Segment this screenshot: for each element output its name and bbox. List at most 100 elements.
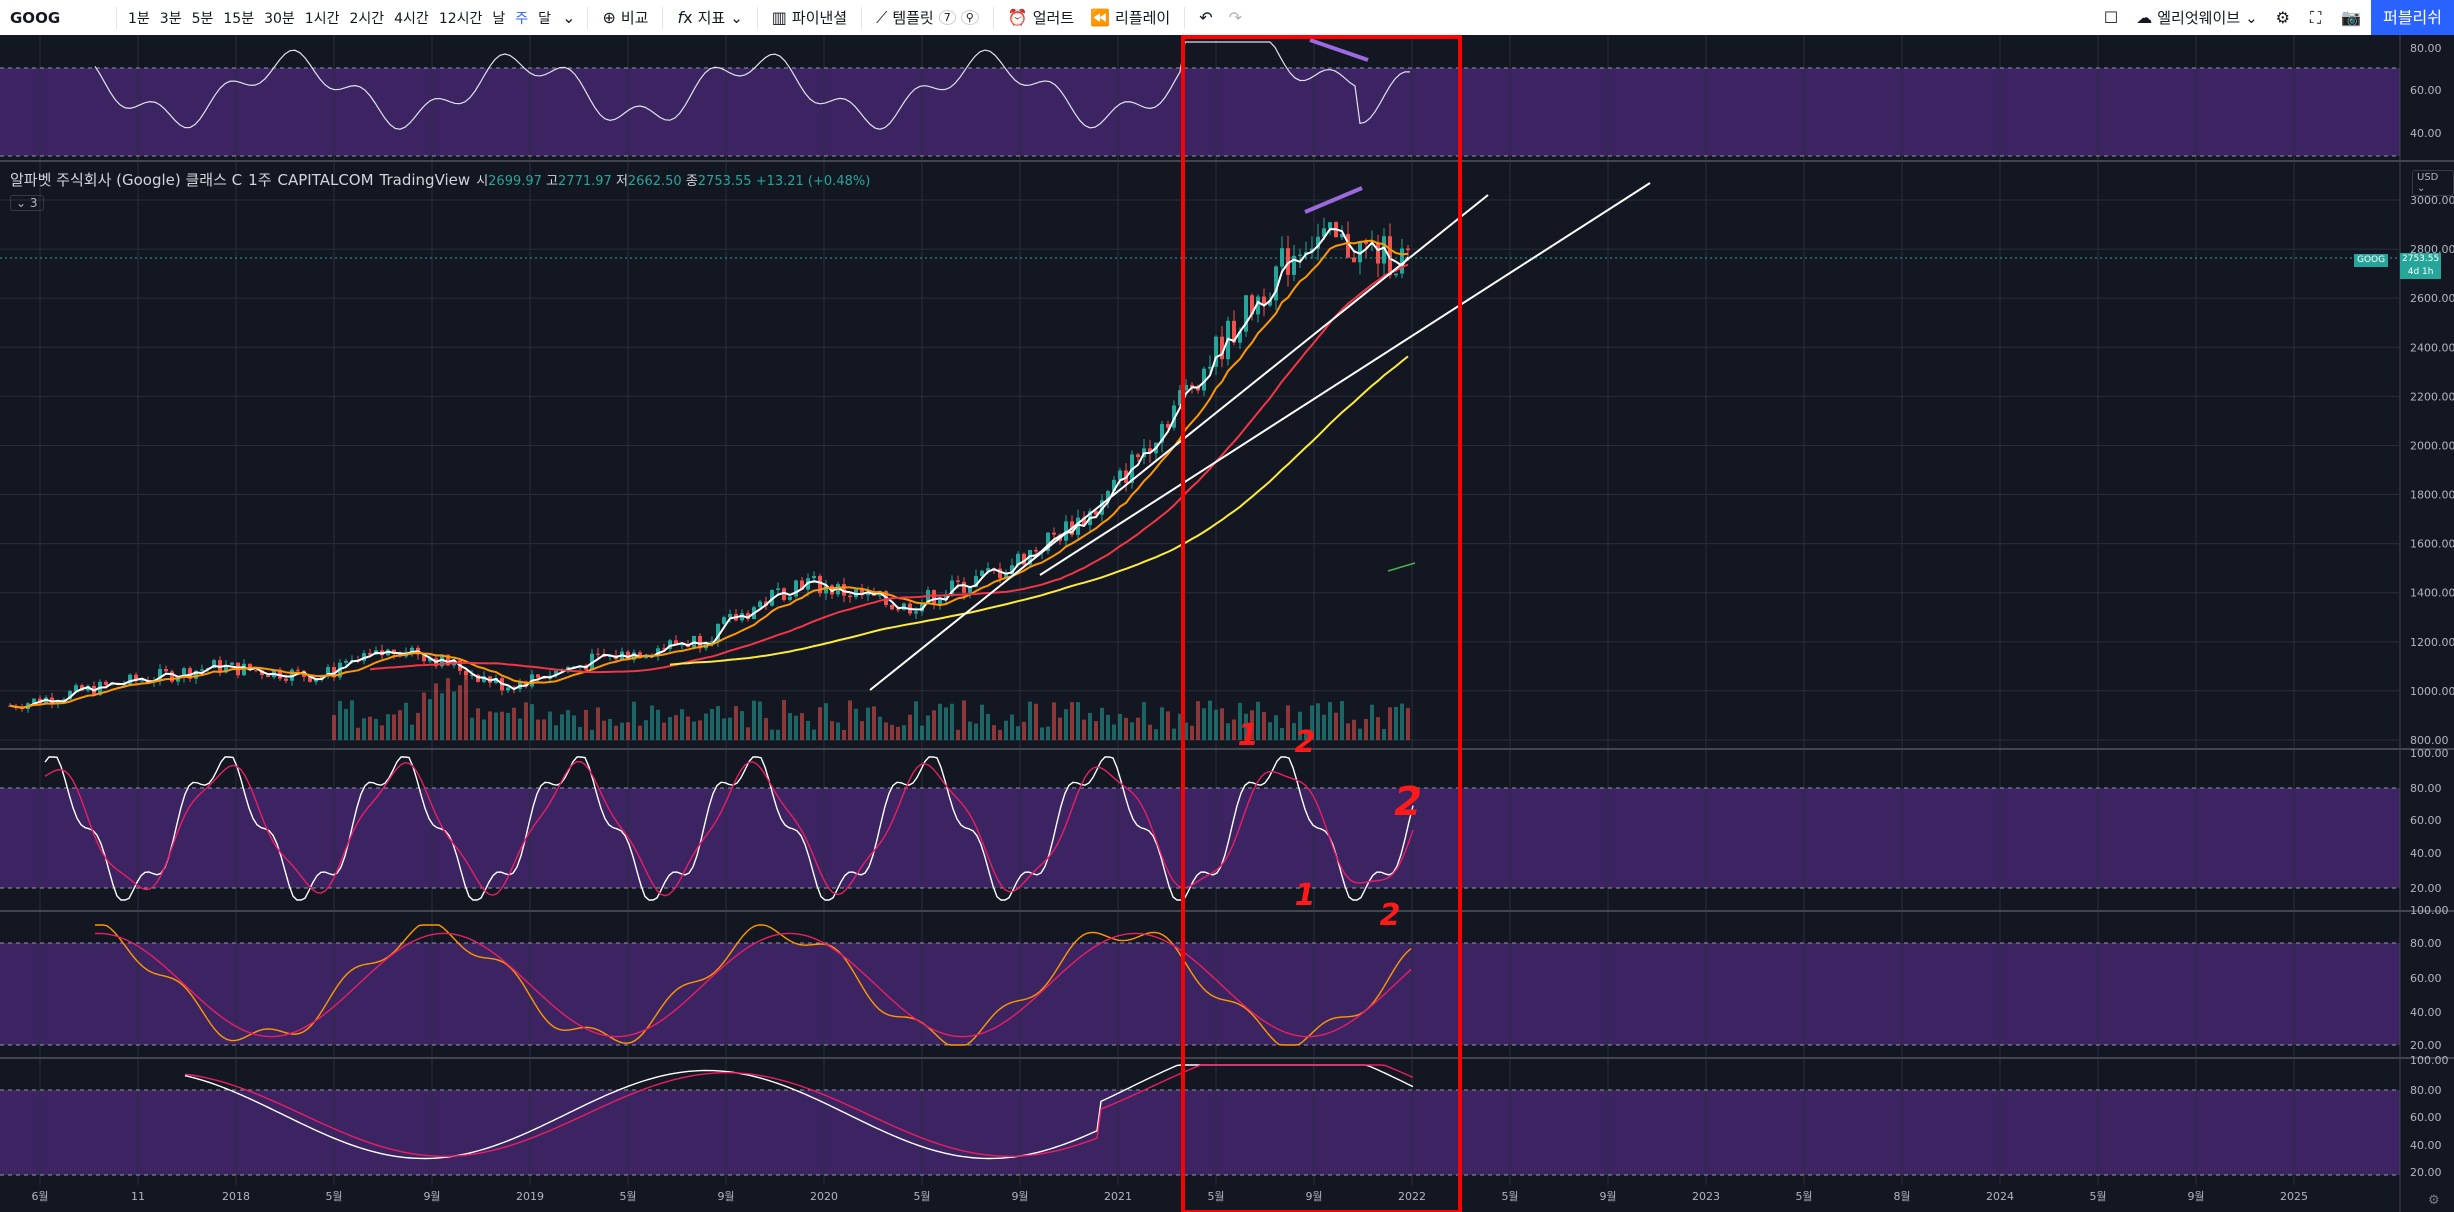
candle-body [446,654,450,666]
candle-body [1244,295,1248,332]
osc2-tick-2: 60.00 [2410,972,2442,985]
volume-bar [1346,723,1350,740]
interval-0[interactable]: 1분 [128,10,150,27]
candle-body [1286,248,1290,275]
volume-bar [878,716,882,740]
indicators-label: 지표 [697,9,726,27]
gear-icon[interactable]: ⚙ [2275,8,2290,27]
indicator-collapse-button[interactable]: ⌄ 3 [10,195,44,211]
volume-bar [1022,721,1026,740]
candle-body [392,649,396,654]
volume-bar [974,723,978,740]
financials-button[interactable]: ▥ 파이낸셜 [764,7,855,28]
price-tick-9: 1200.00 [2410,636,2454,649]
currency-select[interactable]: USD ⌄ [2412,170,2454,196]
candle-body [158,669,162,681]
chevron-down-icon[interactable]: ⌄ [562,8,576,27]
volume-bar [494,712,498,740]
volume-bar [1400,703,1404,740]
time-label-5: 2019 [516,1190,544,1203]
bar-chart-icon: ▥ [771,8,787,27]
price-tag-time: 4d 1h [2407,267,2434,277]
annotation-2: 2 [1394,779,1422,825]
candle-body [944,594,948,600]
volume-bar [1028,701,1032,740]
volume-bar [1244,713,1248,740]
volume-bar [794,715,798,740]
redo-icon[interactable]: ↷ [1228,8,1243,27]
interval-8[interactable]: 12시간 [438,10,483,27]
volume-bar [410,724,414,740]
interval-9[interactable]: 날 [492,10,506,27]
volume-bar [770,729,774,740]
interval-7[interactable]: 4시간 [394,10,429,27]
volume-bar [728,717,732,740]
candle-body [182,668,186,678]
toolbar-divider [756,6,758,29]
price-tick-11: 800.00 [2410,734,2449,747]
volume-bar [1322,714,1326,740]
cloud-icon: ☁ [2136,8,2153,27]
volume-bar [542,719,546,740]
candle-body [638,652,642,659]
interval-4[interactable]: 30분 [264,10,295,27]
low-label: 저 [615,174,628,189]
publish-button[interactable]: 퍼블리쉬 [2371,0,2454,35]
interval-5[interactable]: 1시간 [304,10,340,27]
volume-bar [752,700,756,740]
interval-10[interactable]: 주 [515,10,529,27]
undo-icon[interactable]: ↶ [1199,8,1213,27]
layout-square-icon[interactable]: ☐ [2103,8,2119,27]
alert-button[interactable]: ⏰ 얼러트 [1000,7,1082,28]
fullscreen-icon[interactable]: ⛶ [2309,7,2322,27]
indicators-button[interactable]: fx 지표 ⌄ [669,7,750,28]
volume-bar [1160,707,1164,740]
volume-bar [710,708,714,740]
candle-body [716,623,720,642]
toolbar-divider [1184,6,1186,29]
volume-bar [914,701,918,740]
template-icon: ⟋ [876,7,888,27]
volume-bar [980,704,984,740]
interval-2[interactable]: 5분 [191,10,214,27]
volume-bar [1172,728,1176,740]
replay-button[interactable]: ⏪ 리플레이 [1082,7,1178,28]
candle-body [170,671,174,682]
time-label-0: 6월 [31,1190,48,1203]
compare-label: 비교 [620,9,649,27]
layout-select[interactable]: ☁ 엘리엇웨이브 ⌄ [2128,7,2265,28]
candle-body [1094,511,1098,515]
time-label-14: 2022 [1398,1190,1426,1203]
chart-canvas[interactable]: 3000.002800.002600.002400.002200.002000.… [0,35,2454,1212]
volume-bar [644,720,648,740]
interval-6[interactable]: 2시간 [349,10,385,27]
volume-bar [1016,726,1020,740]
volume-bar [554,725,558,740]
interval-11[interactable]: 달 [538,10,552,27]
compare-button[interactable]: ⊕ 비교 [594,7,656,28]
volume-bar [1088,712,1092,740]
legend-name: 알파벳 주식회사 (Google) 클래스 C [10,171,243,189]
symbol-search[interactable]: GOOG [10,8,61,27]
interval-1[interactable]: 3분 [159,10,182,27]
volume-bar [1208,700,1212,740]
price-tick-8: 1400.00 [2410,587,2454,600]
time-label-2: 2018 [222,1190,250,1203]
volume-bar [992,725,996,740]
volume-bar [842,729,846,740]
candle-body [1394,273,1398,276]
volume-bar [398,710,402,740]
candle-body [626,651,630,660]
volume-bar [650,705,654,740]
volume-bar [548,711,552,740]
interval-3[interactable]: 15분 [223,10,255,27]
volume-bar [662,722,666,740]
candle-body [68,691,72,700]
shortcut-icon: ⚲ [960,10,979,25]
time-label-21: 5월 [2089,1190,2106,1203]
camera-icon[interactable]: 📷 [2341,8,2362,27]
templates-button[interactable]: ⟋ 템플릿 7 ⚲ [868,7,987,28]
volume-bar [722,718,726,740]
candle-body [1256,296,1260,315]
volume-bar [1178,713,1182,740]
